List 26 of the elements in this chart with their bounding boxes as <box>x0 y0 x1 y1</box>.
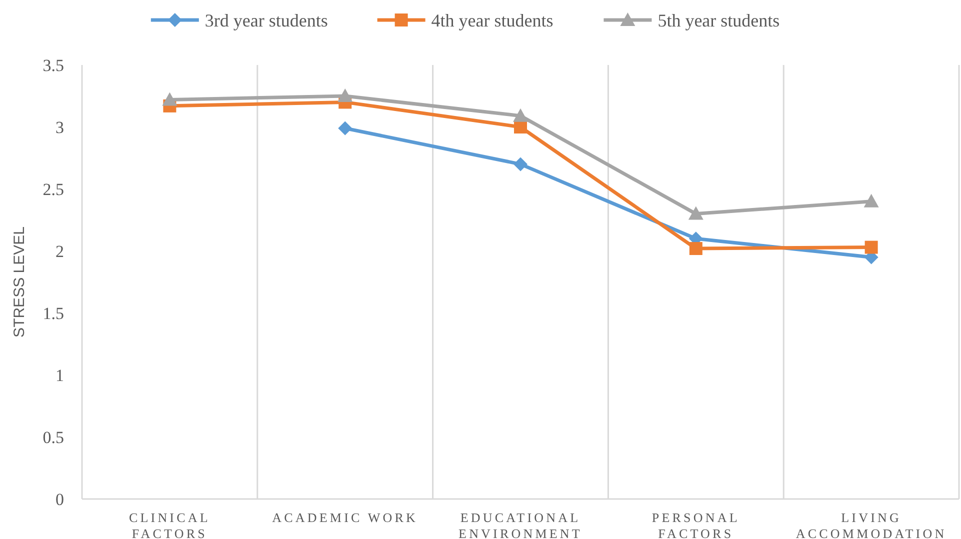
point <box>338 121 352 136</box>
y-tick-label: 2.5 <box>42 180 64 199</box>
x-tick-label: LIVING ACCOMMODATION <box>796 510 947 539</box>
y-tick-label: 3.5 <box>42 56 64 75</box>
x-tick-label: EDUCATIONAL ENVIRONMENT <box>458 510 582 539</box>
point <box>864 240 878 254</box>
point <box>689 242 702 256</box>
point <box>688 206 704 220</box>
x-tick-label: CLINICAL FACTORS <box>128 510 210 539</box>
point <box>864 194 879 208</box>
y-tick-label: 1 <box>56 366 64 385</box>
point <box>338 88 353 102</box>
legend-label: 3rd year students <box>204 10 328 30</box>
y-tick-label: 1.5 <box>42 304 64 323</box>
point <box>514 157 528 172</box>
y-tick-label: 0 <box>56 490 64 509</box>
legend-label: 5th year students <box>658 10 780 30</box>
point <box>513 108 528 122</box>
y-tick-label: 3 <box>56 118 64 137</box>
y-tick-label: 2 <box>56 242 64 261</box>
x-tick-label: PERSONAL FACTORS <box>652 510 740 539</box>
y-axis-title: STRESS LEVEL <box>11 226 28 338</box>
y-tick-label: 0.5 <box>42 428 64 447</box>
point <box>162 92 178 106</box>
legend-label: 4th year students <box>431 10 554 30</box>
x-tick-label: ACADEMIC WORK <box>272 510 418 525</box>
